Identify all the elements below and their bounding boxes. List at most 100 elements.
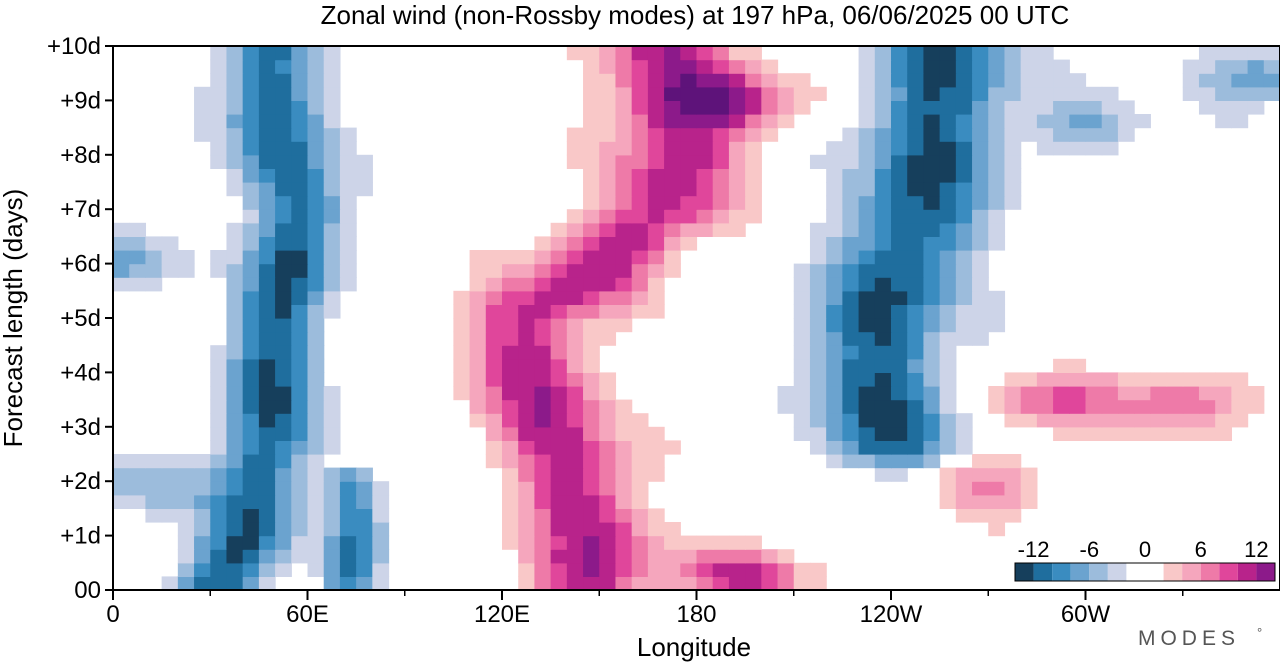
heatmap-cell [161, 467, 179, 482]
heatmap-cell [372, 481, 390, 496]
heatmap-cell [891, 426, 908, 441]
heatmap-cell [631, 549, 649, 564]
heatmap-cell [1247, 46, 1265, 61]
heatmap-cell [291, 141, 309, 156]
heatmap-cell [907, 86, 925, 101]
heatmap-cell [566, 522, 584, 537]
heatmap-cell [550, 358, 568, 373]
heatmap-cell [923, 454, 941, 469]
heatmap-cell [696, 209, 714, 224]
heatmap-cell [323, 59, 341, 74]
heatmap-cell [583, 250, 600, 265]
heatmap-cell [518, 399, 536, 414]
heatmap-cell [907, 277, 925, 292]
heatmap-cell [615, 426, 633, 441]
heatmap-cell [809, 277, 827, 292]
heatmap-cell [1231, 59, 1249, 74]
heatmap-cell [599, 100, 617, 115]
heatmap-cell [242, 494, 260, 509]
heatmap-cell [1053, 386, 1070, 401]
heatmap-cell [275, 426, 292, 441]
heatmap-cell [291, 209, 309, 224]
heatmap-cell [939, 195, 957, 210]
heatmap-cell [275, 467, 292, 482]
heatmap-cell [1036, 127, 1054, 142]
heatmap-cell [615, 522, 633, 537]
heatmap-cell [842, 386, 860, 401]
heatmap-cell [923, 168, 941, 183]
heatmap-cell [323, 494, 341, 509]
heatmap-cell [583, 209, 600, 224]
heatmap-cell [874, 195, 892, 210]
heatmap-cell [242, 345, 260, 360]
heatmap-cell [534, 562, 552, 577]
heatmap-cell [291, 127, 309, 142]
heatmap-cell [923, 386, 941, 401]
heatmap-cell [177, 250, 195, 265]
heatmap-cell [566, 386, 584, 401]
heatmap-cell [291, 454, 309, 469]
heatmap-cell [1247, 399, 1265, 414]
heatmap-cell [583, 345, 600, 360]
heatmap-cell [615, 576, 633, 591]
colorbar-swatch [1200, 563, 1220, 581]
heatmap-cell [323, 290, 341, 305]
heatmap-cell [226, 331, 244, 346]
heatmap-cell [728, 141, 746, 156]
heatmap-cell [696, 100, 714, 115]
heatmap-cell [1020, 46, 1038, 61]
heatmap-cell [1004, 86, 1022, 101]
colorbar-tick-label: 6 [1195, 537, 1207, 562]
heatmap-cell [226, 290, 244, 305]
heatmap-cell [210, 562, 228, 577]
heatmap-cell [988, 182, 1006, 197]
heatmap-cell [664, 127, 681, 142]
heatmap-cell [874, 358, 892, 373]
heatmap-cell [356, 467, 373, 482]
heatmap-cell [907, 114, 925, 129]
heatmap-cell [599, 413, 617, 428]
heatmap-cell [550, 413, 568, 428]
heatmap-cell [1182, 73, 1200, 88]
heatmap-cell [226, 222, 244, 237]
heatmap-cell [631, 508, 649, 523]
heatmap-cell [1053, 100, 1070, 115]
heatmap-cell [696, 535, 714, 550]
heatmap-cell [1004, 127, 1022, 142]
heatmap-cell [728, 562, 746, 577]
heatmap-cell [728, 535, 746, 550]
heatmap-cell [210, 576, 228, 591]
heatmap-cell [194, 494, 211, 509]
heatmap-cell [291, 182, 309, 197]
heatmap-cell [615, 127, 633, 142]
heatmap-cell [972, 195, 989, 210]
heatmap-cell [745, 562, 762, 577]
heatmap-cell [323, 440, 341, 455]
heatmap-cell [275, 440, 292, 455]
heatmap-cell [177, 535, 195, 550]
heatmap-cell [891, 345, 908, 360]
heatmap-cell [631, 535, 649, 550]
heatmap-cell [923, 73, 941, 88]
heatmap-cell [226, 508, 244, 523]
heatmap-cell [809, 263, 827, 278]
heatmap-cell [972, 290, 989, 305]
heatmap-cell [453, 358, 471, 373]
heatmap-cell [518, 304, 536, 319]
heatmap-cell [680, 100, 698, 115]
heatmap-cell [615, 222, 633, 237]
heatmap-cell [502, 304, 519, 319]
heatmap-cell [826, 290, 843, 305]
heatmap-cell [129, 236, 147, 251]
heatmap-cell [826, 250, 843, 265]
heatmap-cell [339, 250, 357, 265]
heatmap-cell [777, 86, 795, 101]
heatmap-cell [891, 168, 908, 183]
heatmap-cell [955, 168, 973, 183]
heatmap-cell [518, 345, 536, 360]
heatmap-cell [291, 549, 309, 564]
heatmap-cell [1198, 386, 1216, 401]
heatmap-cell [712, 222, 730, 237]
heatmap-cell [631, 59, 649, 74]
heatmap-cell [518, 263, 536, 278]
